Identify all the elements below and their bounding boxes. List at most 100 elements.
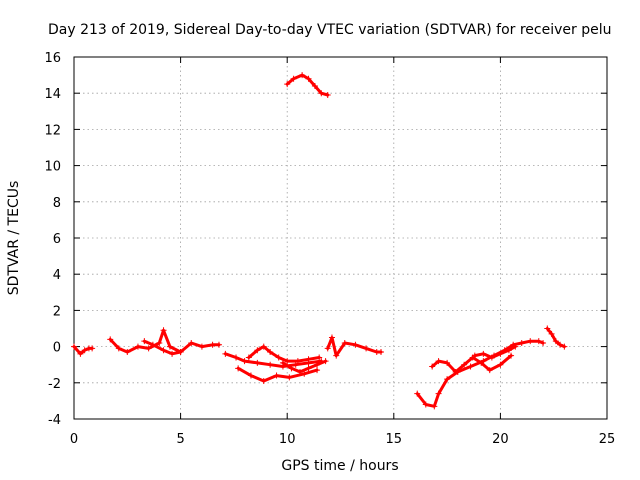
data-point bbox=[160, 327, 167, 334]
data-point bbox=[233, 354, 240, 361]
series-s11 bbox=[429, 352, 515, 375]
y-axis-label: SDTVAR / TECUs bbox=[6, 181, 22, 296]
x-tick-label: 25 bbox=[599, 432, 616, 447]
data-point bbox=[294, 358, 301, 365]
series-s10 bbox=[414, 338, 547, 410]
data-point bbox=[518, 339, 525, 346]
data-point bbox=[544, 325, 551, 332]
data-point bbox=[467, 363, 474, 370]
data-point bbox=[288, 365, 295, 372]
data-point bbox=[328, 334, 335, 341]
data-point bbox=[444, 359, 451, 366]
series-s6 bbox=[245, 343, 323, 365]
series-line bbox=[326, 336, 383, 358]
data-point bbox=[486, 367, 493, 374]
data-point bbox=[254, 347, 261, 354]
x-tick-label: 20 bbox=[492, 432, 509, 447]
series-line bbox=[108, 328, 221, 354]
data-point bbox=[292, 361, 299, 368]
y-tick-label: 16 bbox=[44, 51, 61, 66]
data-point bbox=[471, 352, 478, 359]
y-tick-label: 0 bbox=[53, 341, 61, 356]
y-tick-label: 2 bbox=[53, 304, 61, 319]
data-point bbox=[290, 75, 297, 82]
data-point bbox=[160, 347, 167, 354]
data-point bbox=[215, 341, 222, 348]
series-s12 bbox=[471, 343, 519, 361]
data-point bbox=[145, 345, 152, 352]
data-point bbox=[254, 359, 261, 366]
data-point bbox=[235, 365, 242, 372]
data-point bbox=[461, 361, 468, 368]
data-point bbox=[296, 368, 303, 375]
data-point bbox=[505, 347, 512, 354]
data-point bbox=[435, 358, 442, 365]
data-point bbox=[314, 361, 321, 368]
data-point bbox=[267, 349, 274, 356]
y-tick-label: 8 bbox=[53, 196, 61, 211]
series-s7 bbox=[279, 358, 329, 375]
data-point bbox=[141, 338, 148, 345]
x-axis-label: GPS time / hours bbox=[281, 458, 398, 474]
data-point bbox=[378, 349, 385, 356]
series-s1 bbox=[71, 343, 96, 357]
series-s9 bbox=[324, 334, 385, 359]
data-point bbox=[324, 92, 331, 99]
data-point bbox=[222, 350, 229, 357]
y-tick-label: 10 bbox=[44, 160, 61, 175]
series-line bbox=[430, 354, 513, 374]
data-point bbox=[488, 354, 495, 361]
data-point bbox=[552, 338, 559, 345]
data-point bbox=[166, 343, 173, 350]
x-tick-label: 5 bbox=[176, 432, 184, 447]
data-point bbox=[431, 403, 438, 410]
series-s4 bbox=[222, 350, 325, 370]
data-point bbox=[305, 365, 312, 372]
data-point bbox=[81, 347, 88, 354]
data-point bbox=[115, 345, 122, 352]
data-point bbox=[422, 401, 429, 408]
data-point bbox=[561, 343, 568, 350]
data-point bbox=[333, 352, 340, 359]
data-point bbox=[352, 341, 359, 348]
x-tick-label: 0 bbox=[70, 432, 78, 447]
data-point bbox=[286, 374, 293, 381]
data-series bbox=[71, 72, 568, 410]
data-point bbox=[124, 349, 131, 356]
data-point bbox=[548, 330, 555, 337]
data-point bbox=[169, 350, 176, 357]
series-line bbox=[281, 359, 328, 374]
data-point bbox=[149, 341, 156, 348]
data-point bbox=[452, 368, 459, 375]
y-tick-label: 6 bbox=[53, 232, 61, 247]
data-point bbox=[279, 359, 286, 366]
data-point bbox=[311, 82, 318, 89]
series-s13 bbox=[544, 325, 568, 350]
data-point bbox=[273, 372, 280, 379]
data-point bbox=[247, 372, 254, 379]
x-tick-label: 10 bbox=[279, 432, 296, 447]
data-point bbox=[535, 338, 542, 345]
grid bbox=[74, 57, 607, 419]
data-point bbox=[314, 367, 321, 374]
data-point bbox=[260, 343, 267, 350]
data-point bbox=[267, 361, 274, 368]
data-point bbox=[540, 339, 547, 346]
data-point bbox=[497, 350, 504, 357]
data-point bbox=[156, 339, 163, 346]
tick-labels: 0 5 10 15 20 25 -4 -2 0 2 4 6 8 10 12 14 16 bbox=[44, 51, 615, 447]
data-point bbox=[107, 336, 114, 343]
series-s5 bbox=[235, 365, 321, 384]
data-point bbox=[363, 345, 370, 352]
data-point bbox=[177, 349, 184, 356]
data-point bbox=[316, 354, 323, 361]
data-point bbox=[341, 339, 348, 346]
axis-ticks bbox=[73, 56, 608, 420]
series-s8 bbox=[284, 72, 331, 99]
data-point bbox=[275, 354, 282, 361]
data-point bbox=[480, 350, 487, 357]
x-tick-label: 15 bbox=[386, 432, 403, 447]
data-point bbox=[324, 345, 331, 352]
y-tick-label: 14 bbox=[44, 87, 61, 102]
data-point bbox=[414, 390, 421, 397]
